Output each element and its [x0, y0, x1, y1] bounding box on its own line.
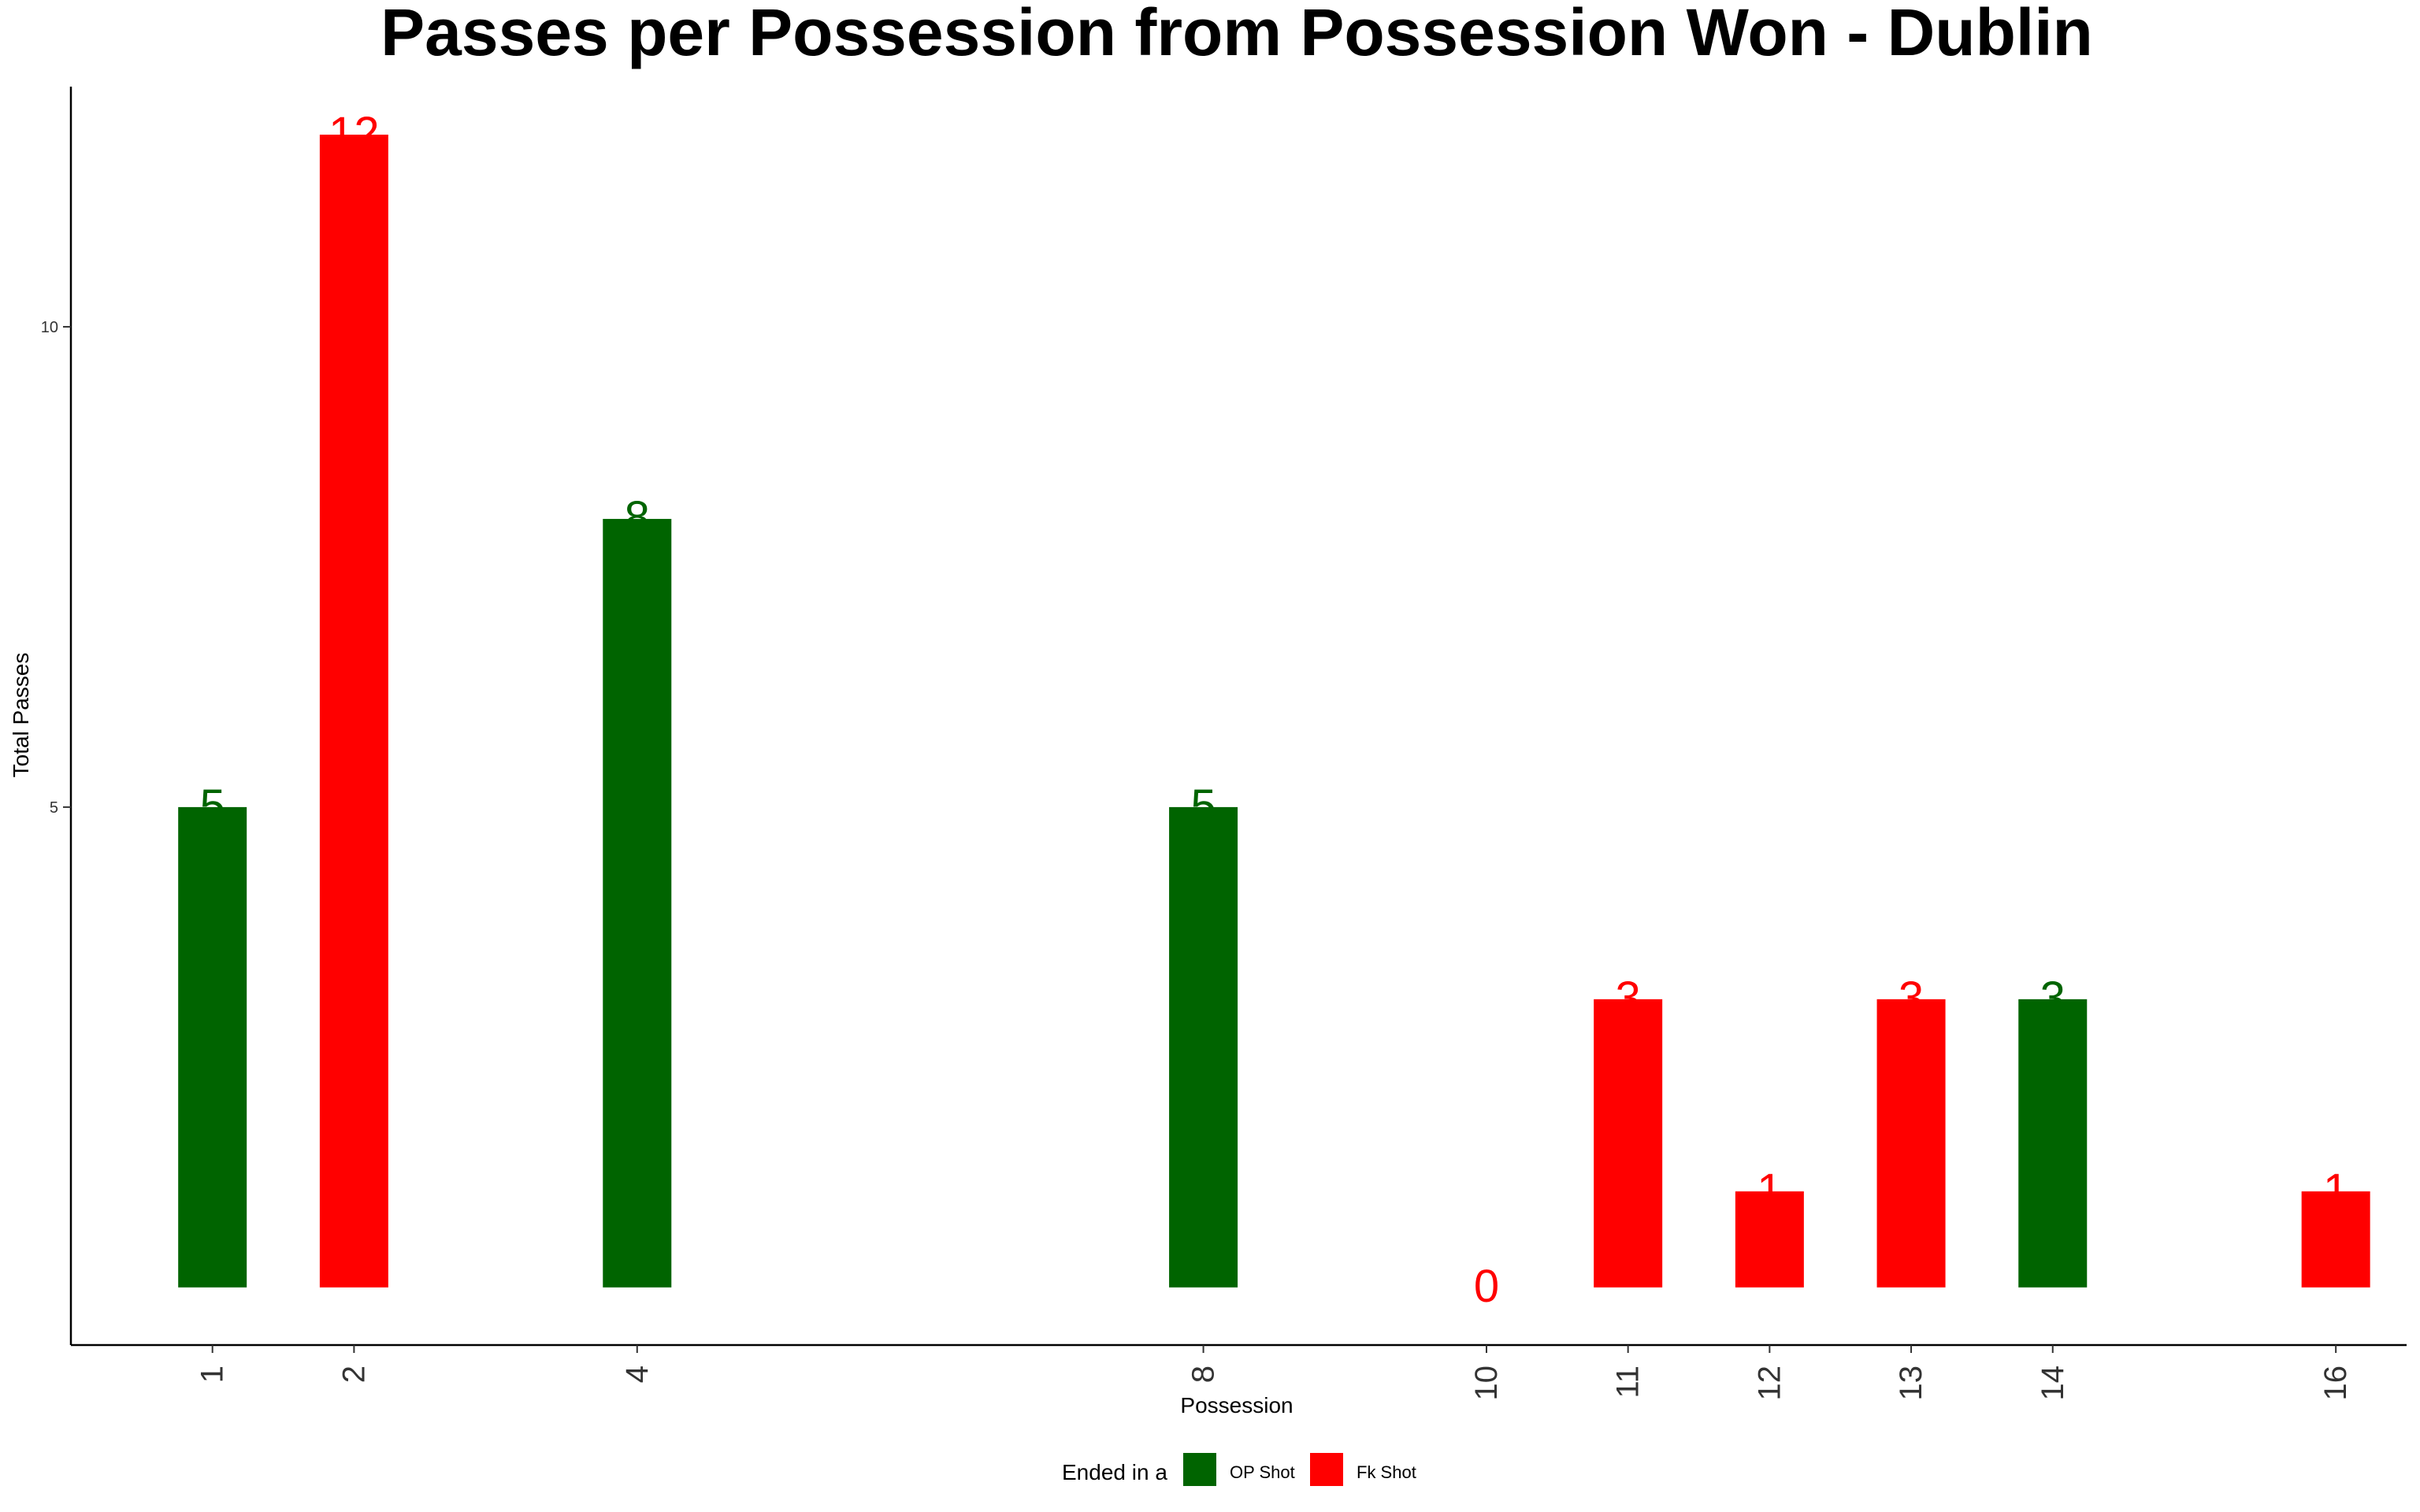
- legend-title: Ended in a: [1062, 1460, 1167, 1484]
- bar-possession-16: [2301, 1191, 2370, 1288]
- plot-area: 5 12 8 5 0 3 1 3 3 1: [178, 108, 2370, 1312]
- data-label-possession-10: 0: [1474, 1261, 1499, 1312]
- data-label-possession-13: 3: [1899, 973, 1924, 1024]
- x-tick-label: 14: [2036, 1366, 2070, 1401]
- data-label-possession-14: 3: [2040, 973, 2066, 1024]
- x-tick-label: 4: [620, 1366, 655, 1383]
- y-tick-label: 10: [41, 319, 58, 336]
- y-axis-title: Total Passes: [9, 653, 33, 778]
- x-tick-label: 10: [1469, 1366, 1504, 1401]
- legend: Ended in a OP Shot Fk Shot: [1062, 1453, 1416, 1486]
- data-label-possession-2: 12: [328, 108, 380, 159]
- bar-possession-13: [1876, 999, 1946, 1288]
- x-axis-ticks: 1 2 4 8 10 11 12 13 14 16: [195, 1345, 2353, 1401]
- bar-possession-2: [319, 134, 388, 1288]
- legend-key-fk-shot: [1310, 1453, 1343, 1486]
- data-label-possession-11: 3: [1616, 973, 1641, 1024]
- bar-possession-14: [2018, 999, 2088, 1288]
- x-tick-label: 8: [1186, 1366, 1221, 1383]
- x-axis-title: Possession: [1180, 1393, 1293, 1418]
- legend-label-fk-shot: Fk Shot: [1357, 1462, 1416, 1482]
- data-label-possession-1: 5: [200, 780, 225, 832]
- bar-possession-8: [1169, 806, 1238, 1288]
- data-label-possession-16: 1: [2323, 1165, 2348, 1216]
- x-tick-label: 2: [336, 1366, 371, 1383]
- bar-possession-11: [1594, 999, 1663, 1288]
- bar-possession-1: [178, 806, 247, 1288]
- x-tick-label: 16: [2318, 1366, 2353, 1401]
- y-tick-label: 5: [50, 799, 58, 817]
- bar-possession-4: [603, 518, 672, 1288]
- data-label-possession-8: 5: [1190, 780, 1216, 832]
- x-tick-label: 13: [1894, 1366, 1928, 1401]
- legend-key-op-shot: [1183, 1453, 1216, 1486]
- y-axis-ticks: 5 10: [41, 319, 71, 817]
- bar-possession-12: [1735, 1191, 1804, 1288]
- data-label-possession-4: 8: [625, 492, 650, 543]
- x-tick-label: 11: [1611, 1366, 1646, 1399]
- data-label-possession-12: 1: [1757, 1165, 1782, 1216]
- x-tick-label: 12: [1752, 1366, 1787, 1401]
- chart-title: Passes per Possession from Possession Wo…: [380, 0, 2093, 69]
- legend-label-op-shot: OP Shot: [1230, 1462, 1295, 1482]
- x-tick-label: 1: [195, 1366, 230, 1383]
